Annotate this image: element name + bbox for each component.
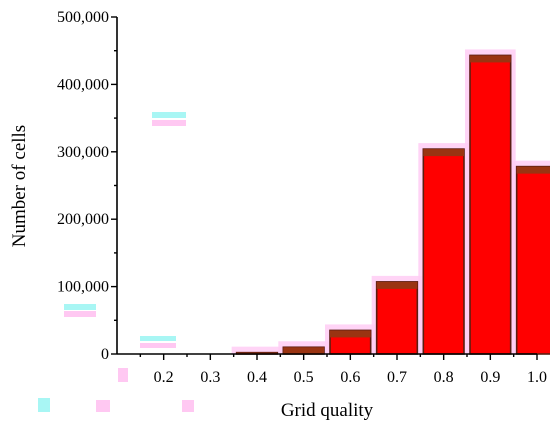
bar-5 [422,148,465,355]
artifact-mark [118,368,128,382]
x-tick-label: 0.4 [247,369,267,386]
x-tick-label: 1.0 [527,369,547,386]
x-tick-label: 0.7 [387,369,407,386]
bar-cap [283,347,324,354]
y-tick-label: 0 [101,346,109,363]
y-tick-label: 100,000 [57,279,109,296]
bar-7 [515,165,550,355]
x-tick-label: 0.9 [480,369,500,386]
x-axis-title: Grid quality [281,400,374,421]
bar-4 [375,281,419,355]
bar-cap [330,330,371,338]
bar-cap [470,55,511,63]
bar-cap [376,281,418,289]
x-tick-label: 0.3 [200,369,220,386]
artifact-mark [140,336,176,341]
x-tick-label: 0.5 [294,369,314,386]
y-tick-label: 500,000 [57,9,109,26]
y-tick-label: 300,000 [57,144,109,161]
bar-cap [423,149,464,157]
bar-glow [231,346,283,354]
artifact-mark [64,304,96,310]
x-tick-label: 0.8 [434,369,454,386]
artifact-mark [64,311,96,317]
artifact-mark [152,120,186,126]
x-tick-label: 0.6 [340,369,360,386]
artifact-mark [152,112,186,118]
artifact-mark [182,400,194,412]
bar-6 [469,54,512,355]
artifact-mark [96,400,110,412]
x-ticks: 0.2 0.3 0.4 0.5 0.6 0.7 0.8 0.9 1.0 [139,354,547,386]
bar-cap [516,166,550,174]
y-axis-title: Number of cells [9,125,30,247]
scan-artifacts [38,112,194,412]
y-tick-label: 400,000 [57,76,109,93]
artifact-mark [38,398,50,412]
y-ticks: 0 100,000 200,000 300,000 400,000 500,000 [57,9,117,363]
bars [235,54,550,355]
y-tick-label: 200,000 [57,211,109,228]
x-tick-label: 0.2 [154,369,174,386]
artifact-mark [140,343,176,348]
